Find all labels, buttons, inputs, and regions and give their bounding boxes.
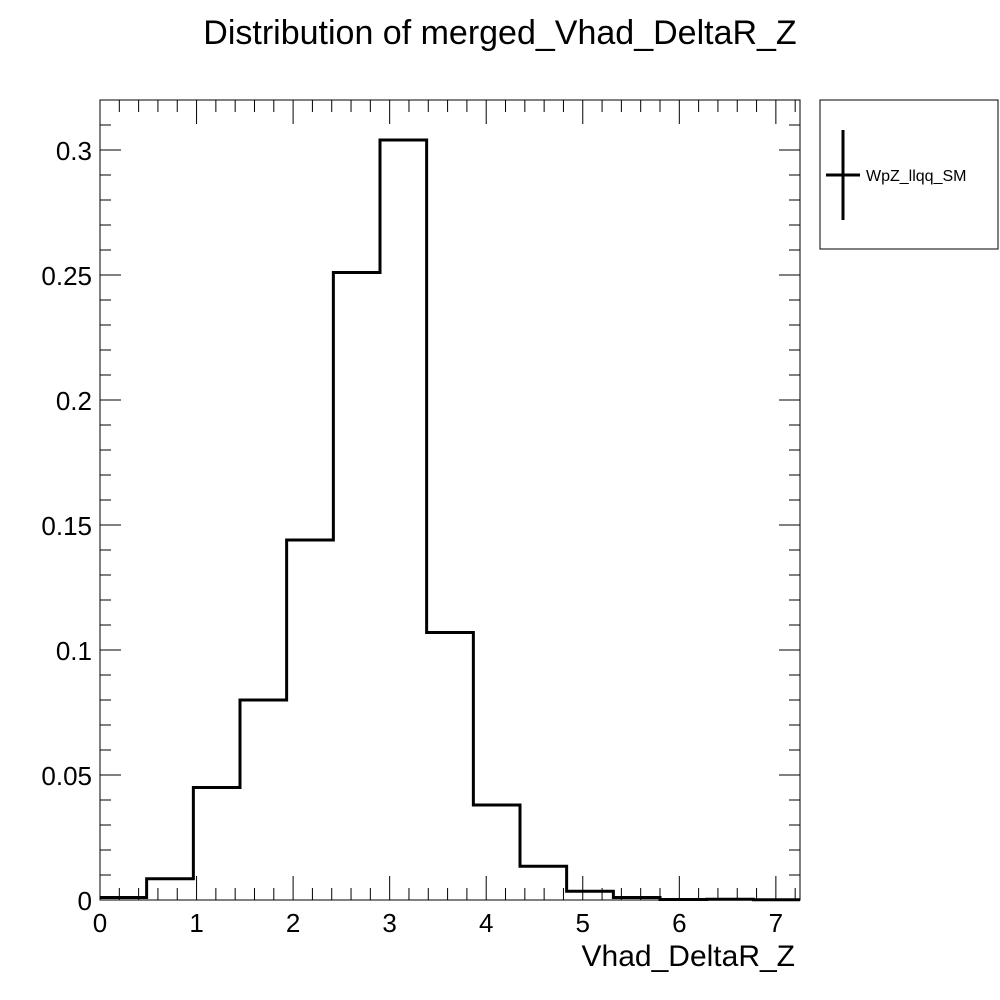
y-tick-label: 0.3 <box>56 136 92 166</box>
histogram-bin <box>240 700 287 900</box>
series-layer <box>100 138 800 902</box>
x-tick-label: 3 <box>382 908 396 938</box>
y-axis-tick-labels: 0 0.05 0.1 0.15 0.2 0.25 0.3 <box>41 136 92 916</box>
x-axis-ticks <box>99 100 796 900</box>
histogram-bin <box>427 633 474 901</box>
x-axis-label: Vhad_DeltaR_Z <box>582 940 795 973</box>
y-tick-label: 0.15 <box>41 511 92 541</box>
legend: WpZ_llqq_SM <box>819 99 999 250</box>
x-tick-label: 1 <box>189 908 203 938</box>
y-axis-ticks <box>100 99 800 901</box>
y-tick-label: 0 <box>78 886 92 916</box>
y-tick-label: 0.05 <box>41 761 92 791</box>
y-tick-label: 0.2 <box>56 386 92 416</box>
histogram-bin <box>707 899 754 900</box>
histogram-bin <box>473 805 520 900</box>
histogram-bin <box>147 879 194 900</box>
histogram-bin <box>287 540 334 900</box>
y-tick-label: 0.25 <box>41 261 92 291</box>
histogram-bin <box>567 891 614 900</box>
histogram-bin <box>100 898 147 901</box>
x-tick-label: 2 <box>286 908 300 938</box>
x-tick-label: 7 <box>769 908 783 938</box>
chart-title: Distribution of merged_Vhad_DeltaR_Z <box>203 14 796 52</box>
x-axis-tick-labels: 0 1 2 3 4 5 6 7 <box>93 908 783 938</box>
x-tick-label: 4 <box>479 908 493 938</box>
histogram-bin <box>660 900 707 901</box>
histogram-bin <box>333 273 380 901</box>
histogram-bin <box>380 140 427 900</box>
histogram-bin <box>613 898 660 901</box>
histogram-bin <box>520 866 567 900</box>
legend-entry-label: WpZ_llqq_SM <box>866 168 966 185</box>
x-tick-label: 0 <box>93 908 107 938</box>
x-tick-label: 6 <box>672 908 686 938</box>
histogram-outline <box>100 138 800 902</box>
x-tick-label: 5 <box>576 908 590 938</box>
y-tick-label: 0.1 <box>56 636 92 666</box>
histogram-bin <box>193 788 240 901</box>
